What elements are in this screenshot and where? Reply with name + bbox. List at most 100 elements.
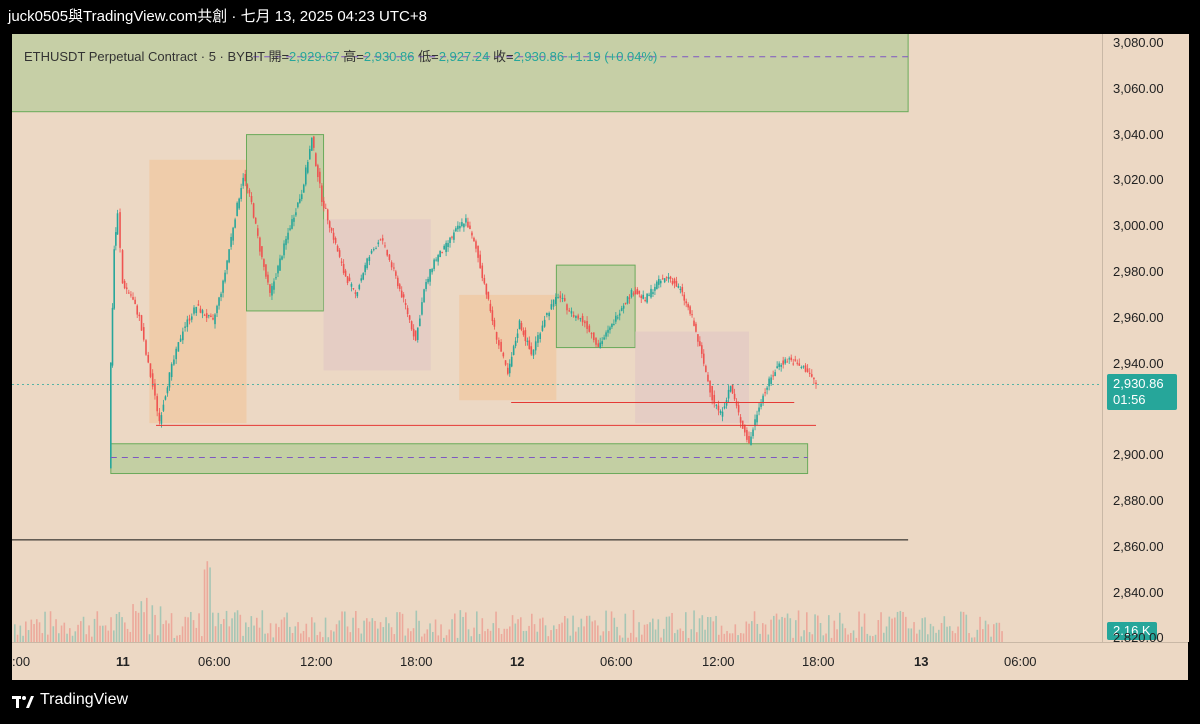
candle-body-228 — [579, 318, 582, 320]
candle-body-40 — [193, 307, 195, 314]
candle-body-53 — [220, 293, 222, 298]
volume-bar-57 — [170, 613, 173, 642]
candle-body-5 — [116, 213, 119, 235]
candle-body-1 — [110, 362, 112, 469]
volume-bar-91 — [264, 633, 266, 642]
volume-bar-342 — [954, 633, 957, 642]
volume-bar-239 — [671, 612, 673, 642]
candle-body-126 — [366, 258, 368, 269]
candle-body-297 — [717, 405, 720, 411]
volume-bar-280 — [784, 617, 786, 642]
volume-bar-179 — [506, 628, 508, 642]
volume-bar-301 — [841, 623, 844, 642]
volume-bar-14 — [52, 626, 55, 642]
candle-body-23 — [156, 396, 158, 412]
volume-bar-116 — [333, 631, 335, 642]
volume-bar-268 — [751, 621, 753, 642]
volume-bar-111 — [319, 631, 321, 642]
candle-body-343 — [811, 374, 813, 377]
volume-bar-89 — [258, 627, 261, 642]
volume-bar-186 — [525, 630, 528, 642]
volume-bar-302 — [844, 628, 847, 642]
candle-body-257 — [638, 290, 641, 294]
volume-bar-12 — [47, 634, 49, 642]
candle-body-275 — [673, 278, 676, 284]
zone-rect-3 — [323, 219, 431, 371]
zone-rect-2 — [246, 134, 325, 312]
candle-body-203 — [524, 330, 527, 342]
candle-body-123 — [360, 278, 363, 281]
volume-bar-156 — [443, 637, 445, 642]
candle-body-71 — [257, 228, 259, 236]
candle-body-160 — [437, 255, 439, 262]
price-chart[interactable] — [12, 34, 1102, 642]
volume-bar-198 — [558, 624, 561, 642]
volume-bar-71 — [209, 567, 211, 642]
volume-bar-338 — [943, 616, 946, 642]
volume-bar-306 — [855, 637, 858, 642]
volume-bar-202 — [569, 635, 572, 642]
volume-bar-266 — [745, 621, 748, 642]
candle-body-74 — [263, 259, 265, 267]
volume-bar-176 — [498, 628, 500, 642]
volume-bar-20 — [69, 628, 71, 642]
volume-bar-274 — [767, 634, 770, 642]
candle-body-68 — [250, 196, 253, 202]
price-tick-label: 3,060.00 — [1113, 80, 1164, 96]
volume-bar-291 — [814, 614, 816, 642]
candle-body-8 — [123, 280, 126, 289]
volume-bar-92 — [267, 633, 269, 642]
candle-body-235 — [595, 337, 597, 345]
volume-bar-249 — [698, 618, 701, 642]
volume-bar-132 — [377, 628, 379, 642]
candle-body-60 — [234, 219, 236, 228]
volume-bar-242 — [679, 628, 682, 642]
candle-body-191 — [500, 341, 502, 352]
volume-bar-98 — [283, 617, 286, 642]
volume-bar-118 — [338, 620, 341, 642]
volume-bar-62 — [184, 616, 187, 642]
footer-brand: TradingView — [40, 691, 129, 708]
candle-body-241 — [607, 329, 609, 333]
candle-body-36 — [184, 326, 186, 328]
candle-body-37 — [186, 319, 189, 328]
candle-body-267 — [658, 278, 660, 285]
price-axis[interactable]: 2,930.86 01:56 2.16 K 3,080.00 3,060.00 3,… — [1102, 34, 1189, 645]
volume-bar-340 — [949, 626, 951, 642]
volume-bar-246 — [690, 629, 693, 642]
volume-bar-94 — [272, 637, 275, 642]
volume-bar-40 — [124, 622, 126, 642]
volume-bar-117 — [335, 624, 338, 642]
candle-body-28 — [166, 387, 169, 394]
candle-body-20 — [149, 363, 152, 377]
volume-bar-69 — [203, 569, 206, 642]
volume-bar-34 — [107, 630, 110, 642]
candle-body-179 — [475, 241, 477, 249]
volume-bar-28 — [91, 636, 93, 642]
volume-bar-119 — [341, 611, 343, 642]
candle-body-131 — [377, 242, 380, 245]
volume-bar-11 — [44, 611, 46, 642]
volume-bar-311 — [869, 635, 871, 642]
volume-bar-231 — [649, 622, 651, 642]
time-axis[interactable]: :00 11 06:00 12:00 18:00 12 06:00 12:00 18:00 13 0… — [12, 642, 1188, 681]
candle-body-296 — [715, 404, 718, 406]
volume-bar-100 — [289, 626, 291, 642]
volume-bar-196 — [553, 625, 555, 642]
volume-bar-247 — [693, 610, 695, 642]
candle-body-321 — [766, 387, 768, 390]
volume-bar-59 — [176, 635, 178, 642]
volume-bar-123 — [352, 617, 354, 642]
volume-bar-134 — [382, 627, 385, 642]
symbol-name[interactable]: ETHUSDT Perpetual Contract · 5 · BYBIT — [24, 49, 265, 64]
volume-bar-142 — [404, 635, 407, 642]
volume-bar-30 — [96, 611, 99, 642]
candle-body-10 — [128, 292, 130, 294]
volume-bar-110 — [316, 635, 319, 642]
candle-body-213 — [546, 312, 548, 316]
volume-bar-308 — [861, 626, 863, 642]
chart-plot-area[interactable]: ETHUSDT Perpetual Contract · 5 · BYBIT 開… — [12, 34, 1102, 642]
candle-body-188 — [493, 320, 496, 327]
volume-bar-344 — [960, 611, 962, 642]
candle-body-217 — [555, 296, 557, 305]
